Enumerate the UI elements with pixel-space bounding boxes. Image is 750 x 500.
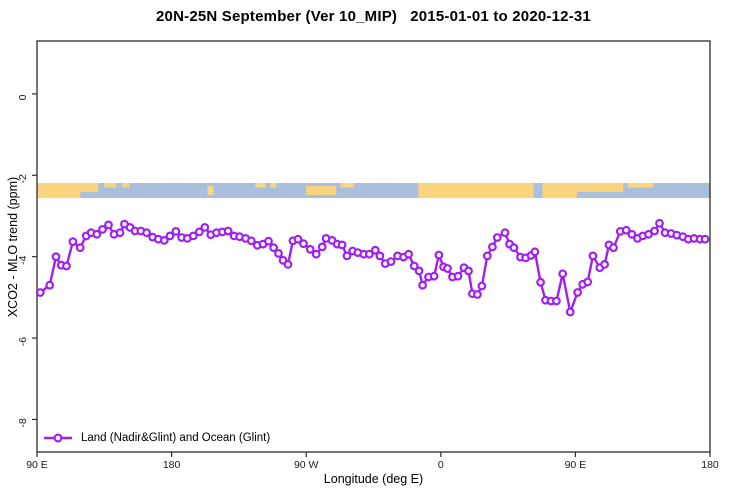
- map-strip-land-segment: [418, 183, 534, 199]
- y-tick-label: -6: [17, 337, 29, 346]
- series-marker: [375, 251, 385, 261]
- x-tick-label: 180: [701, 459, 719, 471]
- chart-title: 20N-25N September (Ver 10_MIP) 2015-01-0…: [156, 8, 591, 25]
- series-marker: [246, 236, 256, 246]
- series-marker: [274, 248, 283, 258]
- series-marker: [115, 228, 125, 238]
- series-marker: [473, 290, 482, 299]
- series-marker: [409, 261, 419, 271]
- legend: Land (Nadir&Glint) and Ocean (Glint): [42, 429, 270, 447]
- series-marker: [311, 249, 321, 259]
- y-tick-label: -2: [17, 174, 29, 183]
- series-marker: [453, 271, 463, 281]
- map-strip-land-segment: [270, 183, 277, 188]
- series-marker: [337, 240, 347, 250]
- map-strip-ocean: [37, 183, 710, 199]
- map-strip-land-segment: [542, 183, 577, 199]
- series-marker: [488, 242, 497, 252]
- series-marker: [51, 252, 61, 262]
- x-tick-label: 0: [438, 459, 444, 471]
- plot-border: [36, 40, 711, 453]
- series-marker: [165, 231, 175, 241]
- series-marker: [269, 243, 279, 253]
- map-strip-land-segment: [122, 183, 130, 188]
- series-marker: [588, 251, 598, 261]
- series-marker: [429, 271, 439, 281]
- y-axis-title: XCO2 - MLO trend (ppm): [6, 176, 20, 318]
- map-strip-land-segment: [340, 183, 355, 188]
- series-marker: [200, 222, 210, 232]
- series-marker: [655, 218, 664, 228]
- series-marker: [92, 229, 102, 239]
- series-marker: [509, 243, 519, 253]
- series-marker: [305, 244, 315, 254]
- series-marker: [500, 228, 510, 238]
- series-marker: [482, 251, 492, 261]
- series-marker: [171, 226, 181, 236]
- series-marker: [75, 243, 85, 253]
- series-marker: [293, 234, 303, 244]
- series-marker: [264, 236, 273, 246]
- series-marker: [558, 269, 568, 279]
- series-marker: [299, 239, 308, 249]
- x-tick-label: 90 E: [565, 459, 587, 471]
- series-marker: [68, 237, 78, 247]
- series-marker: [609, 243, 618, 253]
- series-marker: [552, 296, 561, 306]
- series-marker: [317, 242, 327, 252]
- series-marker: [565, 307, 575, 317]
- series-marker: [600, 260, 609, 269]
- series-marker: [194, 227, 204, 237]
- series-marker: [104, 220, 113, 230]
- series-marker: [492, 233, 502, 242]
- series-marker: [342, 251, 352, 261]
- series-marker: [536, 277, 545, 287]
- series-marker: [477, 281, 487, 291]
- map-strip-land-segment: [104, 183, 117, 188]
- series-marker: [627, 229, 637, 239]
- map-strip-land-segment: [576, 183, 624, 193]
- map-strip-land-segment: [37, 183, 81, 199]
- y-tick-label: -8: [17, 418, 29, 427]
- series-marker: [98, 224, 107, 234]
- series-marker: [159, 235, 169, 245]
- x-tick-label: 180: [163, 459, 181, 471]
- series-marker: [223, 226, 233, 236]
- y-tick-label: -4: [17, 255, 29, 264]
- series-marker: [700, 234, 710, 244]
- series-marker: [283, 260, 293, 269]
- x-tick-label: 90 E: [26, 459, 48, 471]
- series-marker: [530, 247, 540, 257]
- series-marker: [35, 288, 45, 297]
- series-marker: [404, 249, 414, 259]
- series-marker: [418, 280, 428, 290]
- legend-label: Land (Nadir&Glint) and Ocean (Glint): [81, 432, 271, 444]
- series-marker: [443, 264, 452, 273]
- map-strip-land-segment: [627, 183, 654, 188]
- series-marker: [414, 266, 424, 276]
- series-marker: [62, 261, 71, 271]
- map-strip-land-segment: [207, 186, 214, 196]
- series-marker: [621, 225, 631, 235]
- map-strip-land-segment: [306, 186, 337, 196]
- map-strip-land-segment: [255, 183, 266, 188]
- series-marker: [386, 257, 396, 267]
- series-marker: [364, 249, 374, 259]
- map-strip-land-segment: [80, 183, 99, 193]
- series-marker: [464, 266, 473, 276]
- x-axis-title: Longitude (deg E): [323, 472, 424, 486]
- series-marker: [583, 277, 593, 287]
- series-marker: [650, 226, 659, 236]
- series-marker: [434, 250, 444, 260]
- series-marker: [370, 245, 380, 255]
- x-tick-label: 90 W: [294, 459, 319, 471]
- y-tick-label: 0: [17, 94, 29, 100]
- legend-marker-icon: [44, 433, 72, 443]
- series-marker: [45, 280, 55, 290]
- series-marker: [142, 228, 152, 238]
- series-marker: [188, 231, 198, 241]
- series-marker: [573, 288, 582, 297]
